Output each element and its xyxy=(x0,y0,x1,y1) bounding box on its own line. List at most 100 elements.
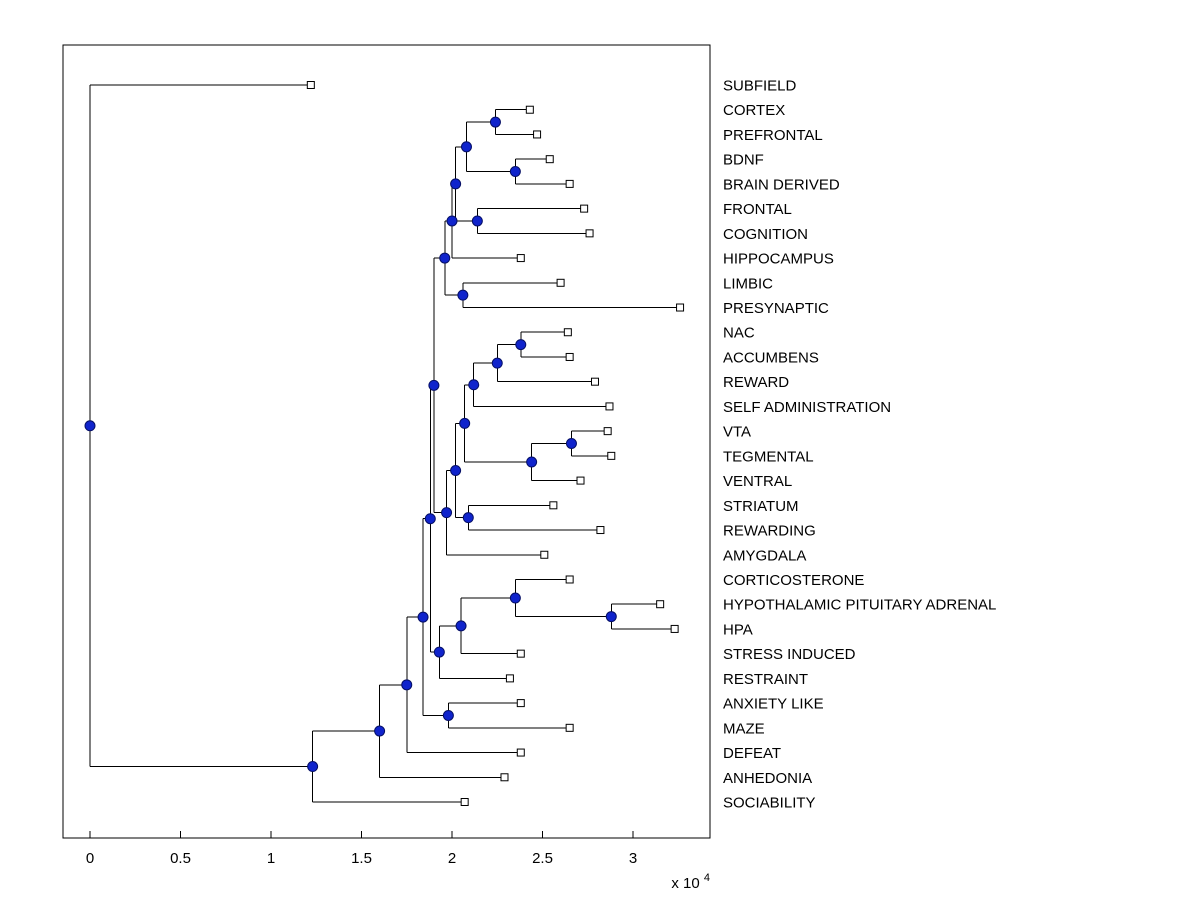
cluster-node-marker xyxy=(460,141,472,153)
leaf-label: FRONTAL xyxy=(723,201,792,218)
leaf-marker xyxy=(565,352,574,361)
leaf-label: HYPOTHALAMIC PITUITARY ADRENAL xyxy=(723,597,996,614)
cluster-node-marker xyxy=(424,513,436,525)
leaf-marker xyxy=(306,81,315,89)
leaf-label: REWARD xyxy=(723,374,789,391)
leaf-marker xyxy=(505,674,514,683)
x-axis-multiplier-exponent: 4 xyxy=(704,872,710,884)
leaf-marker xyxy=(556,278,565,287)
cluster-node-marker xyxy=(450,178,462,190)
x-tick-label: 1 xyxy=(267,850,275,867)
axis-layer xyxy=(62,44,711,839)
leaf-label: SELF ADMINISTRATION xyxy=(723,399,891,416)
leaf-marker xyxy=(549,501,558,510)
cluster-node-marker xyxy=(446,215,458,227)
cluster-node-marker xyxy=(450,465,462,477)
cluster-node-marker xyxy=(401,679,413,691)
leaf-label: BDNF xyxy=(723,152,764,169)
leaf-label: PRESYNAPTIC xyxy=(723,300,829,317)
x-tick-label: 1.5 xyxy=(351,850,372,867)
cluster-node-marker xyxy=(441,507,453,519)
cluster-node-marker xyxy=(428,379,440,391)
x-tick-label: 0.5 xyxy=(170,850,191,867)
leaf-marker xyxy=(590,377,599,386)
cluster-node-marker xyxy=(459,417,471,429)
cluster-node-marker xyxy=(605,611,617,623)
leaf-marker xyxy=(585,229,594,238)
leaf-marker xyxy=(670,624,679,633)
cluster-node-marker xyxy=(417,611,429,623)
cluster-node-marker xyxy=(457,289,469,301)
cluster-node-marker xyxy=(515,339,527,351)
leaf-marker xyxy=(516,254,525,263)
leaf-label: AMYGDALA xyxy=(723,547,806,564)
leaf-label: TEGMENTAL xyxy=(723,448,814,465)
cluster-node-marker xyxy=(462,512,474,524)
cluster-node-marker xyxy=(491,357,503,369)
leaf-label: CORTICOSTERONE xyxy=(723,572,864,589)
leaf-label: REWARDING xyxy=(723,523,816,540)
leaf-label: ANXIETY LIKE xyxy=(723,696,824,713)
x-axis-multiplier: x 10 4 xyxy=(671,872,710,892)
leaf-marker xyxy=(516,748,525,757)
leaf-label: COGNITION xyxy=(723,226,808,243)
leaf-label: HPA xyxy=(723,621,753,638)
leaf-marker xyxy=(607,451,616,460)
leaf-label: BRAIN DERIVED xyxy=(723,176,840,193)
x-tick-label: 0 xyxy=(86,850,94,867)
leaf-marker xyxy=(605,402,614,411)
links-layer xyxy=(89,84,681,803)
leaf-marker xyxy=(540,550,549,559)
leaf-label: STRIATUM xyxy=(723,498,799,515)
leaf-marker xyxy=(533,130,542,139)
cluster-node-marker xyxy=(471,215,483,227)
markers-layer xyxy=(84,81,685,806)
leaf-label: STRESS INDUCED xyxy=(723,646,856,663)
leaf-marker xyxy=(565,575,574,584)
cluster-node-marker xyxy=(307,761,319,773)
x-tick-label: 2 xyxy=(448,850,456,867)
leaf-label: MAZE xyxy=(723,720,765,737)
leaf-marker xyxy=(500,773,509,782)
leaf-label: PREFRONTAL xyxy=(723,127,823,144)
cluster-node-marker xyxy=(526,456,538,468)
leaf-marker xyxy=(565,723,574,732)
cluster-node-marker xyxy=(468,379,480,391)
cluster-node-marker xyxy=(455,620,467,632)
leaf-marker xyxy=(656,600,665,609)
cluster-node-marker xyxy=(84,420,96,432)
leaf-label: ACCUMBENS xyxy=(723,349,819,366)
leaf-label: LIMBIC xyxy=(723,275,773,292)
leaf-label: VENTRAL xyxy=(723,473,792,490)
x-tick-label: 3 xyxy=(629,850,637,867)
leaf-label: HIPPOCAMPUS xyxy=(723,251,834,268)
leaf-label: NAC xyxy=(723,325,755,342)
cluster-node-marker xyxy=(442,709,454,721)
leaf-label: VTA xyxy=(723,424,751,441)
leaf-label: ANHEDONIA xyxy=(723,770,812,787)
leaf-marker xyxy=(516,699,525,708)
leaf-marker xyxy=(563,328,572,337)
leaf-marker xyxy=(525,105,534,114)
leaf-marker xyxy=(460,798,469,806)
leaf-label: SOCIABILITY xyxy=(723,795,816,812)
cluster-node-marker xyxy=(489,116,501,128)
leaf-label: CORTEX xyxy=(723,102,785,119)
cluster-node-marker xyxy=(439,252,451,264)
leaf-marker xyxy=(576,476,585,485)
cluster-node-marker xyxy=(565,438,577,449)
axis-box xyxy=(62,44,711,839)
leaf-marker xyxy=(603,427,612,436)
leaf-label: SUBFIELD xyxy=(723,78,797,95)
text-layer: 0 0.5 1 1.5 2 2.5 3 x 10 4 SUBFIELD CORTEX PREFRON… xyxy=(86,78,997,893)
leaf-marker xyxy=(676,303,685,312)
leaf-marker xyxy=(516,649,525,658)
cluster-node-marker xyxy=(509,592,521,604)
x-tick-label: 2.5 xyxy=(532,850,553,867)
cluster-node-marker xyxy=(374,725,386,737)
leaf-label: DEFEAT xyxy=(723,745,781,762)
leaf-marker xyxy=(565,179,574,188)
cluster-node-marker xyxy=(433,646,445,658)
